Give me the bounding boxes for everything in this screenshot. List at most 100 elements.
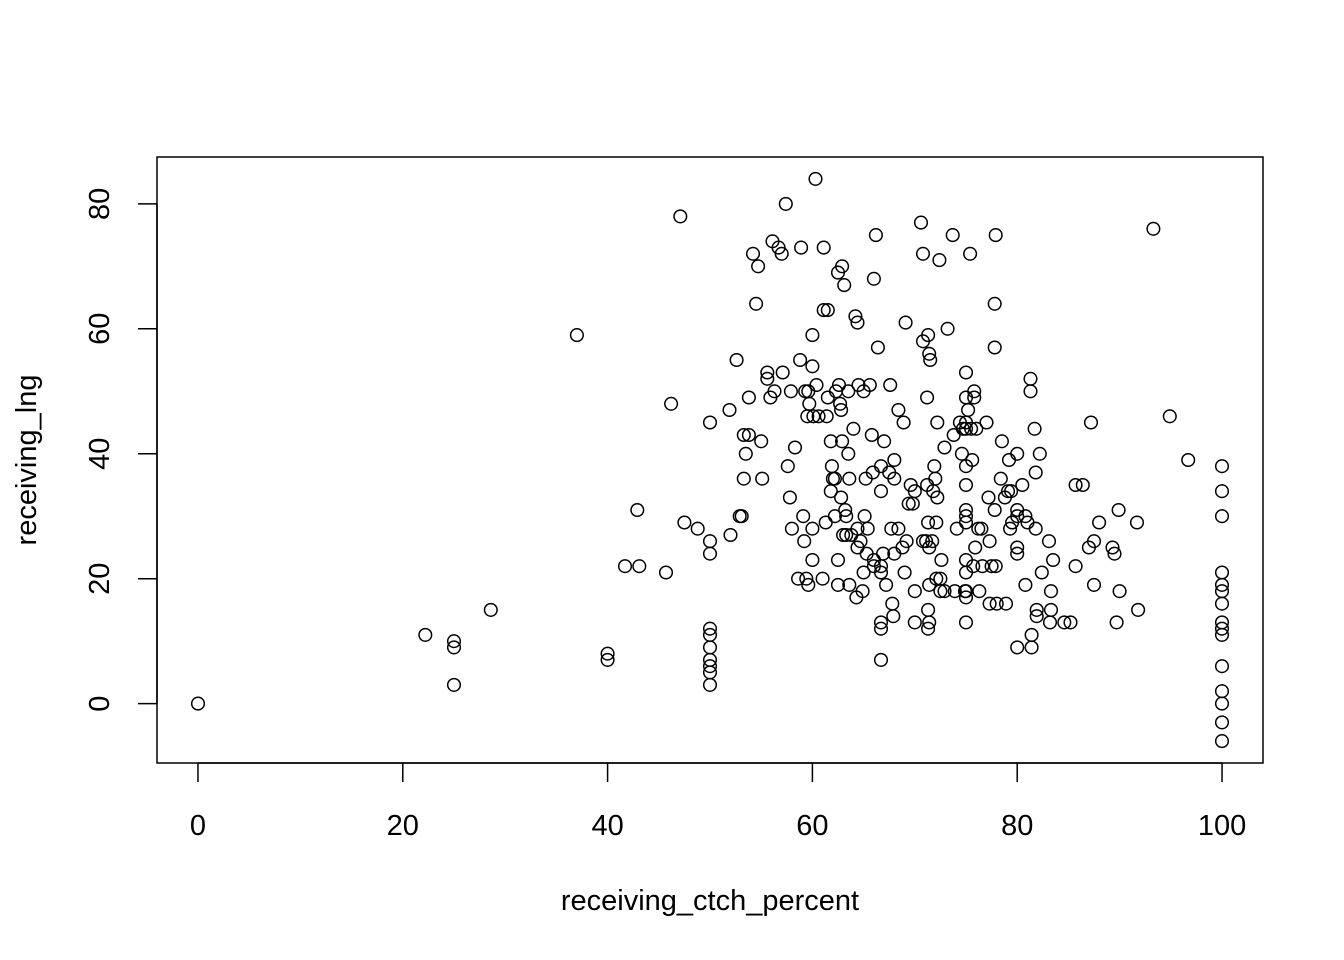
data-point bbox=[1111, 502, 1126, 518]
data-point bbox=[866, 271, 881, 286]
data-point bbox=[920, 390, 935, 405]
data-point bbox=[1214, 627, 1230, 642]
data-point bbox=[736, 427, 751, 443]
data-point bbox=[928, 471, 943, 486]
data-point bbox=[1010, 640, 1025, 655]
data-point bbox=[805, 552, 820, 568]
data-point bbox=[1010, 446, 1025, 461]
y-axis-label: receiving_lng bbox=[11, 375, 43, 546]
data-point bbox=[774, 246, 789, 261]
data-point bbox=[838, 502, 853, 518]
data-point bbox=[984, 559, 999, 574]
data-point bbox=[987, 340, 1002, 355]
data-point bbox=[827, 509, 842, 524]
data-point bbox=[1083, 415, 1099, 430]
data-point bbox=[850, 315, 865, 330]
data-point bbox=[1003, 521, 1018, 536]
data-point bbox=[738, 446, 753, 461]
data-point bbox=[887, 452, 902, 468]
data-point bbox=[1162, 409, 1177, 424]
data-point bbox=[896, 415, 911, 430]
y-axis: 0 20 40 60 80 bbox=[84, 188, 158, 712]
data-point bbox=[964, 421, 979, 436]
data-point bbox=[879, 577, 894, 592]
data-point bbox=[835, 259, 850, 274]
data-point bbox=[930, 490, 945, 505]
data-point bbox=[1004, 484, 1019, 499]
data-point bbox=[958, 515, 974, 530]
data-point bbox=[883, 377, 898, 393]
data-point bbox=[418, 627, 433, 642]
data-point bbox=[979, 415, 994, 430]
data-point bbox=[664, 396, 679, 411]
data-point bbox=[1029, 609, 1044, 624]
data-point bbox=[897, 565, 912, 580]
data-point bbox=[855, 584, 870, 599]
data-point bbox=[937, 584, 952, 599]
data-point bbox=[856, 565, 871, 580]
data-point bbox=[868, 228, 883, 243]
data-point bbox=[873, 621, 889, 636]
data-point bbox=[754, 434, 769, 449]
data-point bbox=[1043, 602, 1059, 617]
data-point bbox=[934, 552, 949, 568]
data-point bbox=[932, 253, 947, 268]
data-point bbox=[842, 577, 857, 592]
x-tick-label: 80 bbox=[1001, 810, 1033, 842]
data-point bbox=[891, 402, 906, 418]
data-point bbox=[833, 396, 848, 411]
data-point bbox=[945, 228, 960, 243]
data-point bbox=[1043, 584, 1059, 599]
data-point bbox=[702, 415, 718, 430]
data-point bbox=[190, 696, 206, 711]
data-point bbox=[796, 509, 811, 524]
data-point bbox=[1028, 521, 1043, 536]
data-point bbox=[907, 615, 922, 630]
data-point bbox=[937, 440, 952, 455]
data-point bbox=[1131, 602, 1146, 617]
data-point bbox=[702, 546, 718, 561]
data-point bbox=[702, 621, 718, 636]
data-point bbox=[823, 434, 838, 449]
data-point bbox=[677, 515, 692, 530]
data-point bbox=[1032, 446, 1047, 461]
data-point bbox=[791, 571, 806, 586]
data-point bbox=[1029, 602, 1044, 617]
points-layer bbox=[190, 171, 1230, 749]
data-point bbox=[1010, 540, 1025, 555]
y-tick-label: 60 bbox=[84, 313, 116, 345]
x-axis-label: receiving_ctch_percent bbox=[561, 885, 859, 917]
data-point bbox=[741, 427, 756, 443]
data-point bbox=[923, 352, 938, 368]
data-point bbox=[808, 171, 823, 186]
data-point bbox=[1018, 509, 1033, 524]
data-point bbox=[673, 209, 688, 224]
data-point bbox=[921, 328, 936, 343]
data-point bbox=[749, 296, 764, 311]
data-point bbox=[860, 521, 875, 536]
data-point bbox=[835, 434, 850, 449]
data-point bbox=[1214, 459, 1230, 474]
data-point bbox=[1214, 509, 1230, 524]
data-point bbox=[729, 352, 744, 368]
data-point bbox=[1063, 615, 1078, 630]
data-point bbox=[1015, 477, 1030, 493]
data-point bbox=[994, 434, 1009, 449]
data-point bbox=[767, 384, 782, 399]
data-point bbox=[873, 484, 889, 499]
y-tick-label: 40 bbox=[84, 438, 116, 470]
data-point bbox=[1086, 534, 1102, 549]
data-point bbox=[802, 396, 817, 411]
data-point bbox=[722, 402, 737, 418]
data-point bbox=[898, 315, 913, 330]
data-point bbox=[1028, 465, 1043, 480]
data-point bbox=[915, 246, 931, 261]
data-point bbox=[1214, 484, 1230, 499]
data-point bbox=[1024, 627, 1039, 642]
y-tick-label: 20 bbox=[84, 563, 116, 595]
data-point bbox=[483, 602, 498, 617]
data-point bbox=[864, 427, 879, 443]
data-point bbox=[837, 278, 852, 293]
data-point bbox=[848, 309, 863, 324]
data-point bbox=[827, 471, 842, 486]
